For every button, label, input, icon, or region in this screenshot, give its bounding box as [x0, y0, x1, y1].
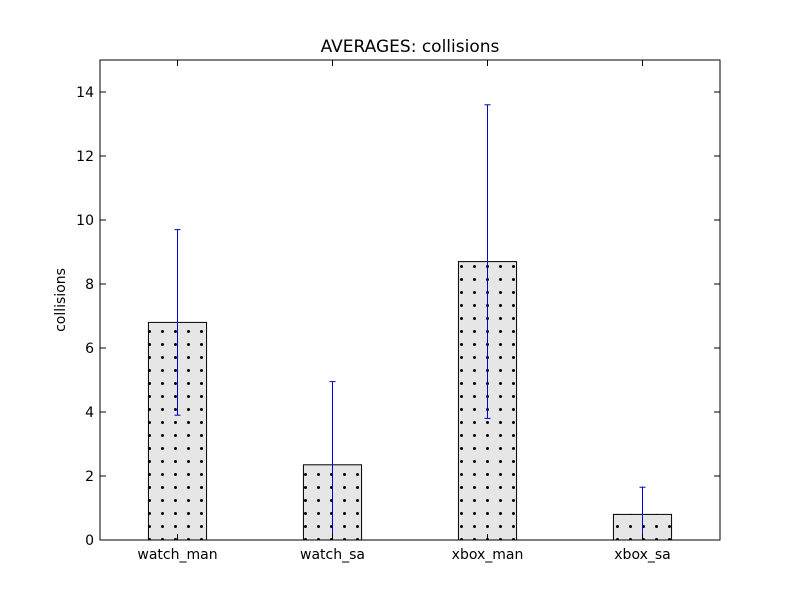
plot-area: 0 2 4 6 8 10 12 14 watch_man watch_sa xbox_man xbox…	[76, 60, 720, 563]
y-tick-label: 4	[85, 405, 94, 421]
x-tick-label: xbox_man	[452, 547, 524, 563]
y-tick-label: 0	[85, 533, 94, 549]
y-tick-label: 2	[85, 469, 94, 485]
y-tick-label: 12	[76, 149, 94, 165]
x-tick-label: watch_man	[137, 547, 217, 563]
x-tick-label: xbox_sa	[614, 547, 670, 563]
y-tick-label: 8	[85, 277, 94, 293]
y-tick-label: 14	[76, 85, 94, 101]
y-tick-label: 6	[85, 341, 94, 357]
x-tick-label: watch_sa	[300, 547, 365, 563]
y-tick-label: 10	[76, 213, 94, 229]
axes-frame	[99, 59, 721, 541]
chart-title: AVERAGES: collisions	[321, 37, 500, 57]
y-axis-label: collisions	[53, 268, 69, 332]
